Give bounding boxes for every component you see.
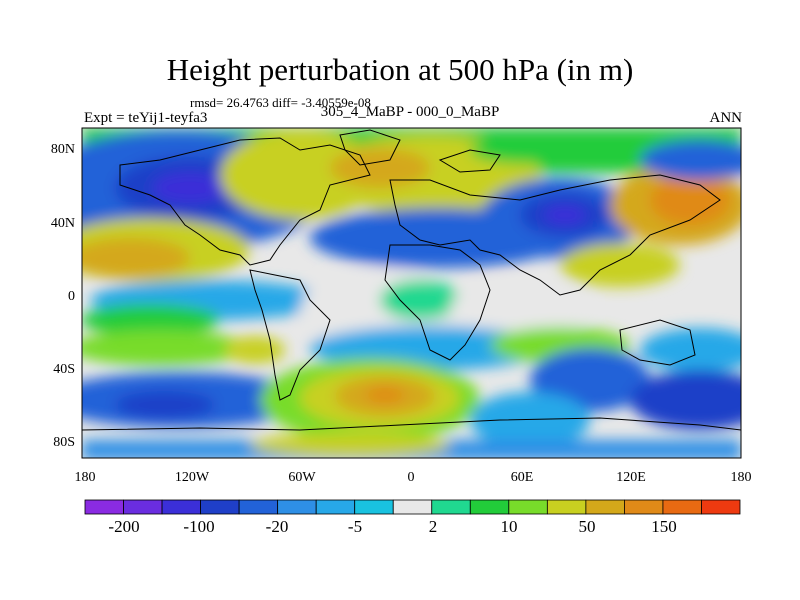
colorbar-label: 50 bbox=[579, 517, 596, 536]
colorbar-swatch bbox=[277, 499, 317, 515]
colorbar-swatch bbox=[84, 499, 124, 515]
colorbar-swatch bbox=[392, 499, 433, 515]
colorbar-label: 10 bbox=[501, 517, 518, 536]
colorbar-swatch bbox=[469, 499, 510, 515]
colorbar-swatch bbox=[315, 499, 356, 515]
colorbar-swatch bbox=[431, 499, 471, 515]
colorbar-label: 150 bbox=[651, 517, 677, 536]
colorbar-label: -100 bbox=[183, 517, 214, 536]
colorbar bbox=[84, 499, 741, 515]
lon-tick-label: 60E bbox=[511, 470, 534, 485]
subtitle: 305_4_MaBP - 000_0_MaBP bbox=[320, 104, 500, 120]
lon-tick-label: 180 bbox=[731, 470, 752, 485]
lon-tick-label: 120W bbox=[175, 470, 210, 485]
lat-tick-label: 80S bbox=[53, 435, 75, 450]
colorbar-swatch bbox=[585, 499, 625, 515]
map-frame bbox=[81, 127, 742, 459]
colorbar-label: 2 bbox=[429, 517, 438, 536]
lat-tick-label: 80N bbox=[51, 142, 75, 157]
lat-tick-label: 0 bbox=[68, 289, 75, 304]
colorbar-labels: -200 -100 -20 -5 2 10 50 150 bbox=[108, 517, 676, 536]
colorbar-swatch bbox=[508, 499, 548, 515]
period-label: ANN bbox=[709, 110, 743, 126]
axes: 80N 40N 0 40S 80S 180 120W 60W 0 60E 120… bbox=[51, 142, 752, 485]
colorbar-swatch bbox=[200, 499, 240, 515]
stats-label: rmsd= 26.4763 diff= -3.40559e-08 bbox=[190, 95, 371, 110]
lon-tick-label: 120E bbox=[616, 470, 646, 485]
colorbar-swatch bbox=[238, 499, 279, 515]
colorbar-swatch bbox=[624, 499, 664, 515]
contour-field bbox=[82, 128, 741, 458]
colorbar-swatch bbox=[161, 499, 201, 515]
coastlines bbox=[82, 129, 741, 431]
lat-tick-label: 40N bbox=[51, 216, 75, 231]
lon-tick-label: 180 bbox=[75, 470, 96, 485]
lon-tick-label: 60W bbox=[288, 470, 316, 485]
lat-tick-label: 40S bbox=[53, 362, 75, 377]
colorbar-swatch bbox=[546, 499, 587, 515]
experiment-label: Expt = teYij1-teyfa3 bbox=[84, 110, 208, 126]
colorbar-swatch bbox=[701, 499, 741, 515]
colorbar-label: -5 bbox=[348, 517, 362, 536]
colorbar-label: -20 bbox=[266, 517, 289, 536]
colorbar-swatch bbox=[123, 499, 163, 515]
lon-tick-label: 0 bbox=[408, 470, 415, 485]
colorbar-swatch bbox=[662, 499, 702, 515]
plot-title: Height perturbation at 500 hPa (in m) bbox=[166, 52, 634, 87]
colorbar-swatch bbox=[354, 499, 394, 515]
colorbar-label: -200 bbox=[108, 517, 139, 536]
